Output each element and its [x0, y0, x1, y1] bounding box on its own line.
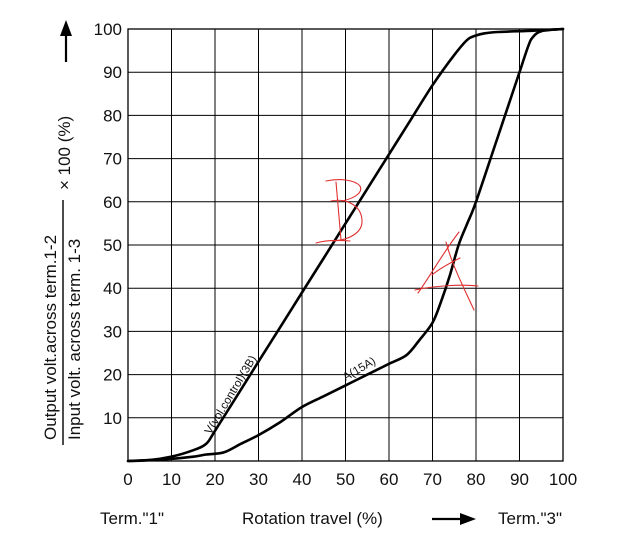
y-axis-label-suffix: × 100 (%): [55, 116, 74, 190]
handwritten-letter-a: [414, 231, 479, 311]
x-tick-label: 80: [467, 470, 486, 489]
series-line-a-15a: [126, 27, 565, 463]
x-tick-label: 100: [549, 470, 577, 489]
x-tick-label: 70: [423, 470, 442, 489]
y-tick-label: 20: [103, 366, 122, 385]
x-tick-label: 40: [293, 470, 312, 489]
x-tick-label: 90: [510, 470, 529, 489]
y-tick-label: 100: [94, 20, 122, 39]
x-tick-label: 60: [380, 470, 399, 489]
series-line-v-3b: [126, 27, 565, 463]
x-tick-label: 10: [162, 470, 181, 489]
y-tick-label: 60: [103, 193, 122, 212]
y-axis-label-numerator: Output volt.across term.1-2: [41, 235, 60, 440]
x-tick-label: 0: [123, 470, 132, 489]
curve-label-v-3b: V(vol.control)(3B): [203, 354, 259, 437]
plot-area: 0 10 20 30 40 50 60 70 80 90 100 10 20 30 40 50 60 70 80 90…: [94, 20, 578, 489]
term-left-label: Term."1": [100, 509, 164, 528]
y-axis-arrow: [60, 20, 72, 62]
x-axis-label: Rotation travel (%): [242, 509, 383, 528]
y-tick-label: 10: [103, 409, 122, 428]
x-tick-label: 50: [336, 470, 355, 489]
term-right-label: Term."3": [498, 509, 562, 528]
y-tick-label: 80: [103, 106, 122, 125]
x-tick-label: 20: [206, 470, 225, 489]
x-tick-label: 30: [249, 470, 268, 489]
y-tick-label: 70: [103, 150, 122, 169]
y-axis-label-denominator: Input volt. across term. 1-3: [65, 239, 84, 440]
y-tick-label: 90: [103, 63, 122, 82]
handwritten-letter-b: [315, 179, 363, 244]
y-tick-label: 50: [103, 236, 122, 255]
y-axis-label: Output volt.across term.1-2 Input volt. …: [41, 116, 84, 445]
y-tick-label: 30: [103, 322, 122, 341]
y-tick-label: 40: [103, 279, 122, 298]
plot-frame: [127, 28, 564, 462]
x-axis-arrow: [432, 513, 476, 525]
